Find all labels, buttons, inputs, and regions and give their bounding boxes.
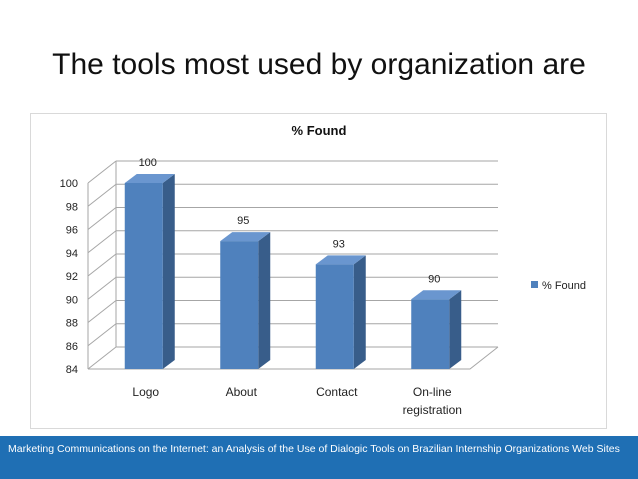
data-label: 100 [139, 157, 157, 169]
y-tick-label: 90 [66, 294, 78, 306]
bar [220, 241, 259, 369]
gridline-depth [87, 346, 117, 370]
y-tick-label: 92 [66, 271, 78, 283]
x-tick-label: Logo [132, 385, 159, 399]
bar-top [315, 255, 366, 265]
gridline-depth [87, 300, 117, 323]
gridline-depth [87, 253, 117, 277]
data-label: 90 [428, 273, 440, 285]
bar [124, 183, 163, 369]
gridline-depth [87, 323, 117, 347]
y-tick-label: 96 [66, 225, 78, 237]
x-tick-label: Contact [316, 385, 358, 399]
bar-side [258, 232, 271, 369]
data-label: 95 [237, 215, 249, 227]
gridline-depth [87, 276, 117, 300]
bar-side [162, 174, 175, 369]
plot-area: 84 86 88 90 92 94 96 98 100 100 Logo 95 About 93 Conta… [60, 157, 499, 417]
bar-top [124, 174, 175, 183]
bar [315, 264, 354, 369]
y-tick-label: 94 [66, 248, 78, 260]
chart-legend: % Found [531, 280, 586, 292]
bar-chart: % Found 84 86 88 90 92 94 96 98 100 100 Logo 95 Abou… [60, 123, 586, 417]
bar-side [353, 255, 366, 369]
gridline-depth [87, 183, 117, 207]
y-tick-label: 98 [66, 201, 78, 213]
x-tick-label: registration [403, 403, 462, 417]
gridline-depth [87, 207, 117, 230]
footer-bar [0, 436, 638, 479]
legend-swatch [531, 281, 538, 288]
gridline-depth [87, 160, 117, 184]
bar-top [411, 290, 462, 300]
bar-side [449, 290, 462, 369]
bar [411, 299, 450, 369]
x-tick-label: About [226, 385, 258, 399]
y-tick-label: 88 [66, 318, 78, 330]
slide-title: The tools most used by organization are [52, 48, 586, 81]
bar-top [220, 232, 271, 242]
y-tick-label: 86 [66, 341, 78, 353]
data-label: 93 [333, 238, 345, 250]
y-tick-label: 84 [66, 364, 78, 376]
floor-edge [88, 346, 499, 370]
gridline-depth [87, 230, 117, 254]
y-tick-label: 100 [60, 178, 78, 190]
legend-label: % Found [542, 280, 586, 292]
x-tick-label: On-line [413, 385, 452, 399]
footer-text: Marketing Communications on the Internet… [8, 443, 620, 455]
chart-title: % Found [292, 123, 347, 138]
